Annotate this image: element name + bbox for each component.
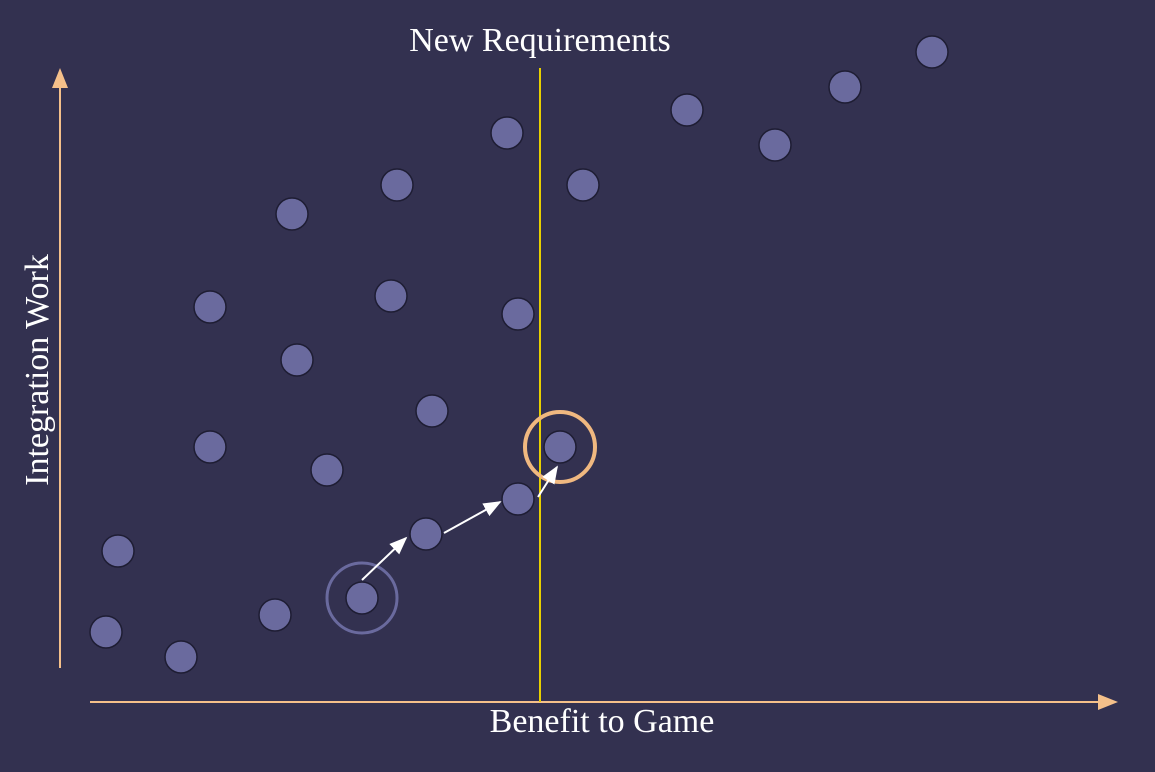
dot: [345, 581, 379, 615]
y-axis-label: Integration Work: [19, 254, 56, 486]
dot: [101, 534, 135, 568]
dot: [193, 430, 227, 464]
dot: [258, 598, 292, 632]
dot: [380, 168, 414, 202]
dot: [490, 116, 524, 150]
x-axis-label: Benefit to Game: [490, 703, 715, 740]
dot: [543, 430, 577, 464]
dots: [89, 35, 949, 674]
dot: [193, 290, 227, 324]
dot: [415, 394, 449, 428]
dot: [280, 343, 314, 377]
path-arrow: [537, 465, 558, 498]
path-arrow: [361, 536, 408, 581]
dot: [758, 128, 792, 162]
start-ring: [325, 561, 399, 635]
x-axis-arrowhead: [1098, 694, 1118, 710]
y-axis-arrowhead: [52, 68, 68, 88]
dot: [164, 640, 198, 674]
dot: [501, 482, 535, 516]
dot: [374, 279, 408, 313]
dot: [409, 517, 443, 551]
dot: [670, 93, 704, 127]
dot: [89, 615, 123, 649]
dot: [310, 453, 344, 487]
dot: [275, 197, 309, 231]
title: New Requirements: [409, 22, 671, 59]
path-arrow: [443, 501, 502, 534]
dot: [566, 168, 600, 202]
dot: [501, 297, 535, 331]
dot: [828, 70, 862, 104]
target-ring: [523, 410, 597, 484]
dot: [915, 35, 949, 69]
